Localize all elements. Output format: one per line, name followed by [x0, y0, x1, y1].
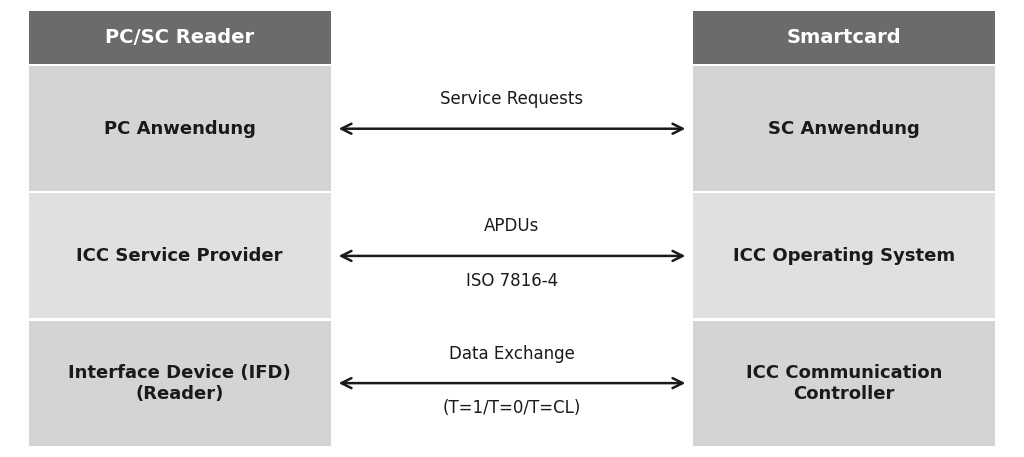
- Bar: [693, 66, 995, 191]
- Bar: [29, 11, 331, 64]
- Bar: [693, 193, 995, 319]
- Bar: [29, 66, 331, 191]
- Text: ICC Communication
Controller: ICC Communication Controller: [746, 364, 942, 403]
- Text: ICC Operating System: ICC Operating System: [733, 247, 955, 265]
- Text: SC Anwendung: SC Anwendung: [768, 120, 921, 138]
- Text: Data Exchange: Data Exchange: [450, 345, 574, 362]
- Text: ICC Service Provider: ICC Service Provider: [77, 247, 283, 265]
- Text: Smartcard: Smartcard: [787, 28, 901, 47]
- Text: PC/SC Reader: PC/SC Reader: [105, 28, 254, 47]
- Text: Interface Device (IFD)
(Reader): Interface Device (IFD) (Reader): [69, 364, 291, 403]
- Bar: [693, 11, 995, 64]
- Text: APDUs: APDUs: [484, 218, 540, 235]
- Text: ISO 7816-4: ISO 7816-4: [466, 272, 558, 290]
- Text: PC Anwendung: PC Anwendung: [103, 120, 256, 138]
- Bar: [29, 193, 331, 319]
- Bar: [29, 321, 331, 446]
- Bar: [693, 321, 995, 446]
- Text: Service Requests: Service Requests: [440, 90, 584, 108]
- Text: (T=1/T=0/T=CL): (T=1/T=0/T=CL): [442, 399, 582, 417]
